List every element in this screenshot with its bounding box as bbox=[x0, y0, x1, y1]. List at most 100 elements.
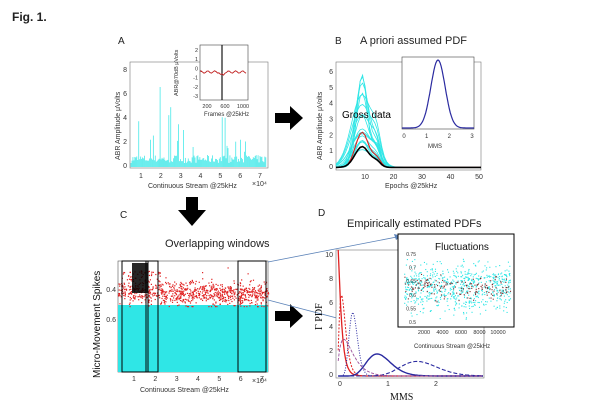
data-point bbox=[221, 294, 223, 296]
data-point bbox=[431, 269, 434, 271]
data-point bbox=[444, 310, 446, 312]
panel-a-inset-xtick: 200 bbox=[202, 104, 211, 110]
data-point bbox=[481, 271, 483, 273]
data-point bbox=[238, 291, 241, 293]
data-point bbox=[122, 290, 124, 292]
data-point bbox=[239, 303, 241, 305]
data-point bbox=[242, 293, 244, 296]
data-point bbox=[458, 307, 460, 309]
data-point bbox=[128, 289, 131, 291]
data-point bbox=[463, 313, 465, 315]
data-point bbox=[422, 287, 424, 289]
data-point bbox=[482, 293, 484, 295]
data-point bbox=[471, 306, 473, 308]
data-point bbox=[463, 277, 465, 279]
data-point bbox=[426, 271, 428, 273]
data-point bbox=[203, 286, 205, 288]
data-point bbox=[505, 281, 507, 283]
data-point bbox=[454, 295, 456, 297]
data-point bbox=[432, 271, 434, 273]
data-point bbox=[227, 296, 230, 298]
data-point bbox=[150, 274, 153, 277]
data-point bbox=[477, 279, 480, 281]
data-point bbox=[452, 293, 454, 295]
data-point bbox=[267, 293, 270, 295]
data-point bbox=[428, 281, 431, 283]
data-point bbox=[466, 276, 468, 278]
data-point bbox=[125, 289, 128, 291]
data-point bbox=[220, 284, 222, 286]
data-point bbox=[229, 291, 232, 294]
data-point bbox=[411, 270, 413, 272]
data-point bbox=[118, 292, 121, 295]
data-point bbox=[233, 292, 235, 294]
data-point bbox=[453, 296, 456, 298]
data-point bbox=[174, 299, 176, 302]
data-point bbox=[217, 290, 219, 292]
data-point bbox=[130, 288, 132, 291]
data-point bbox=[505, 287, 507, 289]
data-point bbox=[185, 288, 187, 290]
data-point bbox=[456, 281, 458, 283]
data-point bbox=[465, 301, 467, 303]
data-point bbox=[192, 293, 194, 295]
data-point bbox=[501, 283, 503, 286]
data-point bbox=[414, 266, 416, 268]
panel-b-ytick: 2 bbox=[329, 132, 333, 139]
data-point bbox=[163, 293, 165, 296]
data-point bbox=[437, 300, 439, 302]
data-point bbox=[251, 289, 254, 291]
data-point bbox=[176, 289, 178, 291]
data-point bbox=[133, 297, 135, 299]
data-point bbox=[460, 280, 462, 282]
data-point bbox=[254, 297, 256, 299]
data-point bbox=[184, 289, 186, 291]
data-point bbox=[468, 270, 470, 272]
data-point bbox=[129, 302, 131, 304]
data-point bbox=[170, 298, 172, 300]
data-point bbox=[230, 289, 232, 291]
data-point bbox=[420, 264, 422, 266]
data-point bbox=[469, 283, 471, 285]
data-point bbox=[448, 308, 450, 311]
data-point bbox=[425, 280, 427, 282]
data-point bbox=[450, 281, 453, 283]
data-point bbox=[246, 289, 248, 291]
data-point bbox=[443, 287, 445, 289]
data-point bbox=[472, 276, 474, 278]
data-point bbox=[156, 295, 158, 297]
data-point bbox=[438, 301, 440, 303]
data-point bbox=[240, 295, 242, 297]
data-point bbox=[418, 279, 421, 281]
data-point bbox=[493, 290, 495, 292]
data-point bbox=[467, 290, 469, 292]
data-point bbox=[477, 296, 479, 299]
data-point bbox=[465, 318, 467, 320]
data-point bbox=[138, 299, 140, 301]
data-point bbox=[466, 287, 468, 289]
data-point bbox=[190, 282, 192, 284]
data-point bbox=[440, 274, 442, 276]
data-point bbox=[129, 292, 131, 294]
data-point bbox=[180, 297, 182, 299]
data-point bbox=[493, 294, 495, 296]
data-point bbox=[428, 285, 430, 288]
data-point bbox=[211, 278, 213, 280]
data-point bbox=[191, 306, 193, 308]
data-point bbox=[261, 305, 263, 307]
data-point bbox=[130, 298, 132, 300]
data-point bbox=[408, 289, 410, 291]
data-point bbox=[155, 273, 157, 276]
data-point bbox=[450, 283, 452, 286]
data-point bbox=[483, 304, 485, 306]
data-point bbox=[186, 306, 189, 308]
data-point bbox=[148, 301, 150, 304]
data-point bbox=[466, 284, 468, 286]
data-point bbox=[465, 290, 468, 292]
data-point bbox=[415, 284, 417, 287]
data-point bbox=[162, 292, 164, 294]
data-point bbox=[257, 295, 260, 297]
data-point bbox=[152, 286, 154, 288]
